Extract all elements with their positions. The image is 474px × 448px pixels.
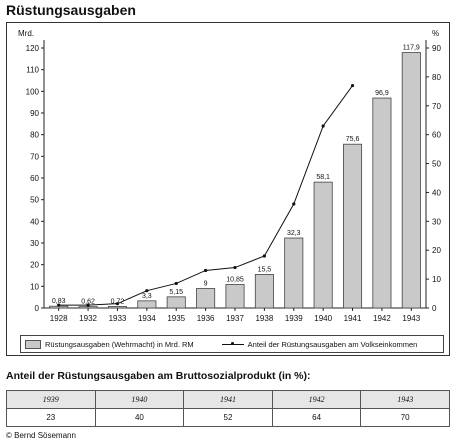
line-point	[145, 289, 149, 293]
y-tick-label-left: 50	[30, 196, 39, 205]
table-value: 23	[6, 408, 96, 427]
y-tick-label-left: 70	[30, 152, 39, 161]
table-year: 1943	[360, 390, 450, 409]
bar-value-label: 0,62	[81, 299, 95, 306]
y-tick-label-right: 40	[432, 188, 441, 197]
x-tick-label: 1939	[285, 314, 303, 323]
y-tick-label-left: 30	[30, 239, 39, 248]
share-table: 1939 1940 1941 1942 1943 23 40 52 64 70	[6, 390, 450, 427]
x-tick-label: 1942	[373, 314, 391, 323]
bar-value-label: 9	[204, 281, 208, 288]
bar	[107, 306, 127, 309]
bar	[196, 288, 216, 309]
bar	[372, 97, 392, 309]
x-tick-label: 1937	[226, 314, 244, 323]
x-tick-label: 1940	[314, 314, 332, 323]
y-tick-label-right: 80	[432, 73, 441, 82]
y-tick-label-left: 120	[26, 44, 40, 53]
y-axis-left-label: Mrd.	[18, 29, 34, 38]
y-tick-label-right: 30	[432, 217, 441, 226]
line-point	[174, 281, 178, 286]
y-tick-label-right: 0	[432, 304, 437, 313]
bar	[137, 300, 157, 309]
y-tick-label-left: 0	[35, 304, 40, 313]
bar-value-label: 58,1	[316, 174, 330, 181]
legend-line-swatch	[221, 342, 244, 345]
y-tick-label-right: 20	[432, 246, 441, 255]
y-tick-label-left: 60	[30, 174, 39, 183]
bar	[284, 237, 304, 309]
table-value: 64	[271, 408, 362, 427]
table-value-row: 23 40 52 64 70	[6, 408, 450, 427]
x-tick-label: 1932	[79, 314, 97, 323]
bar-value-label: 0,83	[52, 298, 66, 305]
bar-value-label: 117,9	[403, 45, 420, 52]
y-tick-label-left: 40	[30, 217, 39, 226]
y-tick-label-right: 60	[432, 131, 441, 140]
y-tick-label-right: 10	[432, 275, 441, 284]
table-year: 1939	[6, 390, 96, 409]
x-tick-label: 1933	[109, 314, 127, 323]
chart: Mrd. % 0 10 20 30 40 50 60 70 80 90 100 110 120 0 10 20 30…	[18, 29, 441, 323]
bar-value-label: 0,72	[111, 298, 125, 305]
table-year: 1940	[94, 390, 185, 409]
legend-bar-label: Rüstungsausgaben (Wehrmacht) in Mrd. RM	[45, 339, 194, 349]
x-tick-label: 1941	[344, 314, 362, 323]
x-tick-label: 1928	[50, 314, 68, 323]
x-tick-label: 1943	[402, 314, 420, 323]
line-point	[204, 268, 208, 273]
bar-value-label: 96,9	[375, 90, 389, 97]
table-value: 52	[183, 408, 273, 427]
line-point	[262, 254, 266, 258]
bar-value-label: 10,85	[226, 276, 244, 283]
bar	[225, 284, 245, 309]
bar	[313, 181, 333, 309]
y-tick-label-left: 90	[30, 109, 39, 118]
page-title: Rüstungsausgaben	[6, 2, 136, 18]
y-tick-label-left: 110	[26, 66, 39, 75]
y-tick-label-left: 80	[30, 131, 39, 140]
line-point	[292, 202, 296, 206]
legend-line-label: Anteil der Rüstungsausgaben am Volkseink…	[247, 339, 418, 349]
y-tick-label-left: 100	[26, 87, 40, 96]
bar-value-label: 15,5	[258, 266, 272, 273]
table-title: Anteil der Rüstungsausgaben am Bruttosoz…	[6, 370, 311, 382]
bar-value-label: 3,3	[142, 293, 152, 300]
line-point	[350, 83, 355, 88]
bar	[401, 52, 421, 309]
bar-value-label: 75,6	[346, 136, 360, 143]
bar	[343, 143, 363, 309]
y-axis-right-label: %	[432, 29, 439, 38]
legend-bar-swatch	[25, 339, 41, 349]
line-point	[115, 302, 120, 306]
x-tick-label: 1938	[255, 314, 273, 323]
line-point	[233, 265, 237, 270]
y-tick-label-right: 70	[432, 102, 441, 111]
line-point	[86, 303, 90, 307]
y-tick-label-right: 50	[432, 160, 441, 169]
line-point	[57, 303, 61, 307]
x-tick-label: 1936	[197, 314, 215, 323]
bar	[166, 296, 186, 309]
chart-legend: Rüstungsausgaben (Wehrmacht) in Mrd. RM …	[20, 335, 444, 353]
y-tick-label-left: 10	[30, 282, 39, 291]
table-year: 1942	[271, 390, 362, 409]
line-point	[321, 124, 325, 128]
chart-frame	[6, 22, 450, 356]
bar-value-label: 5,15	[169, 289, 183, 296]
bar-value-label: 32,3	[287, 230, 301, 237]
bar	[254, 274, 274, 309]
table-value: 70	[360, 408, 450, 427]
y-tick-label-left: 20	[30, 261, 39, 270]
table-header-row: 1939 1940 1941 1942 1943	[6, 390, 450, 409]
table-year: 1941	[183, 390, 273, 409]
table-value: 40	[94, 408, 185, 427]
x-tick-label: 1934	[138, 314, 156, 323]
y-tick-label-right: 90	[432, 44, 441, 53]
x-tick-label: 1935	[167, 314, 185, 323]
bar	[78, 306, 98, 309]
line-series	[58, 85, 353, 306]
credit: © Bernd Sösemann	[6, 431, 76, 440]
